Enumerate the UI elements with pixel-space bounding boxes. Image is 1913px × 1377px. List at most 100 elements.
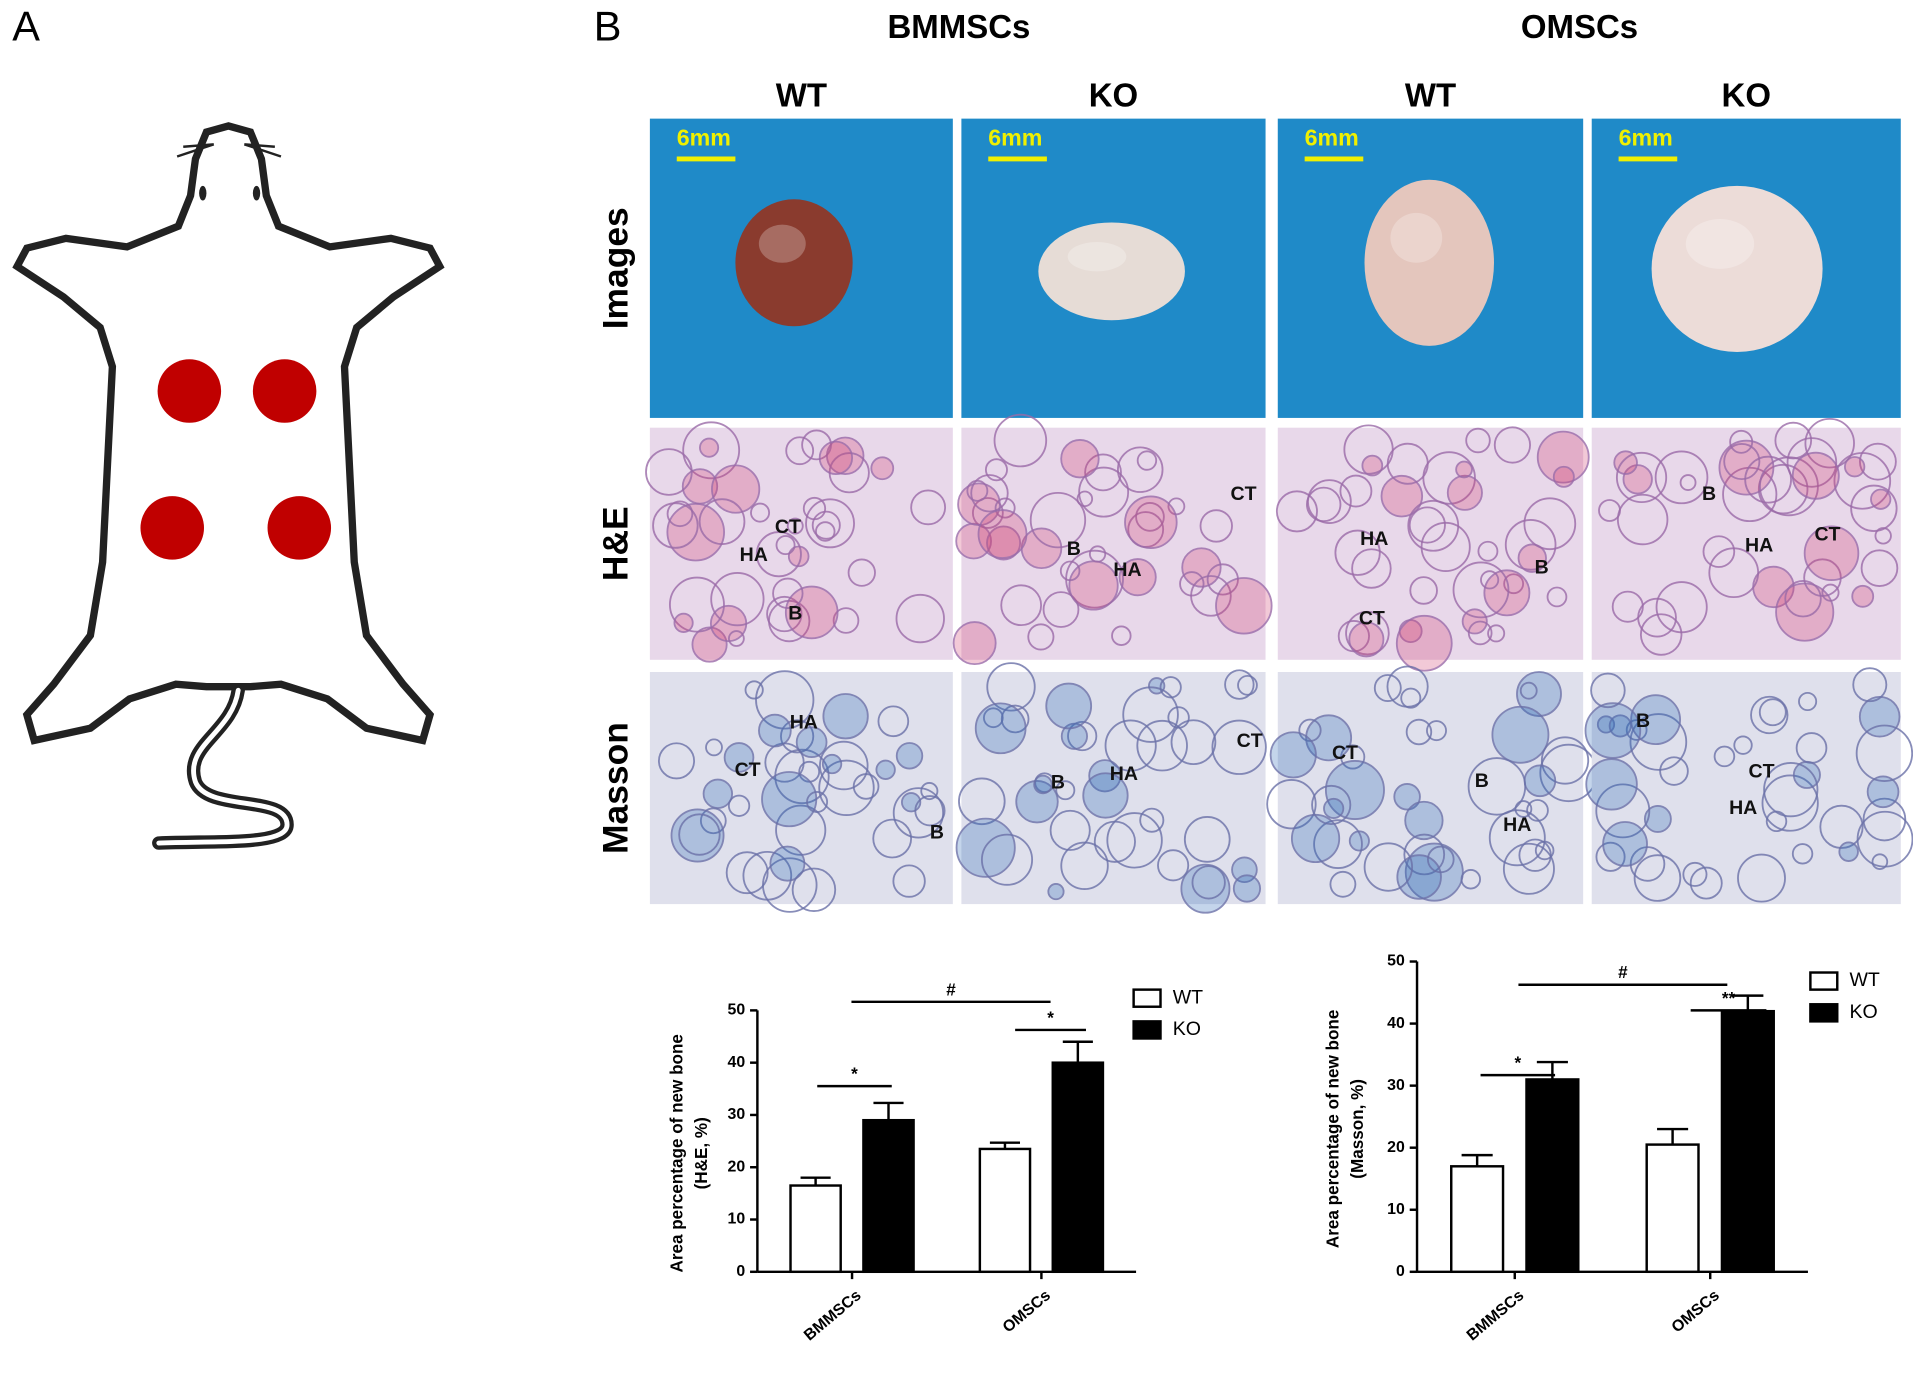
tissue: [1380, 474, 1424, 518]
y-axis-label: Area percentage of new bone: [667, 1034, 686, 1272]
tissue: [1519, 681, 1538, 700]
tissue: [1305, 486, 1342, 523]
tissue: [1870, 488, 1892, 510]
tissue: [772, 577, 804, 610]
tissue-label: B: [788, 603, 802, 625]
tissue-label: B: [930, 821, 944, 843]
tissue: [872, 818, 913, 859]
tissue: [1775, 582, 1835, 642]
bar: [789, 1184, 842, 1274]
tissue: [1523, 764, 1557, 798]
tissue: [1363, 842, 1414, 892]
tissue: [1055, 780, 1076, 801]
tissue: [1033, 774, 1053, 795]
tissue: [1729, 429, 1754, 454]
tissue: [1855, 724, 1913, 782]
tissue: [1722, 466, 1778, 523]
tissue: [1122, 686, 1179, 743]
tissue: [875, 759, 896, 780]
tissue: [802, 496, 827, 521]
y-tick-label: 0: [736, 1263, 745, 1280]
scale-bar-label: 6mm: [677, 125, 731, 151]
tissue: [1737, 853, 1786, 903]
tissue: [682, 421, 741, 480]
legend-label: KO: [1173, 1018, 1201, 1040]
tissue: [1000, 584, 1043, 627]
tissue: [1407, 499, 1460, 552]
tissue: [980, 833, 1034, 886]
tissue: [1324, 760, 1385, 820]
tissue: [1211, 719, 1267, 775]
tissue: [1874, 527, 1892, 545]
tissue-label: B: [1702, 483, 1716, 505]
tissue: [1111, 625, 1132, 646]
y-tick-label: 10: [727, 1211, 745, 1228]
tissue: [699, 807, 727, 835]
tissue: [1313, 819, 1363, 869]
y-tick-label: 20: [727, 1158, 745, 1175]
tissue: [1504, 518, 1557, 571]
tissue: [1517, 543, 1547, 573]
tissue: [1761, 774, 1819, 832]
tissue: [1643, 805, 1672, 833]
tissue: [795, 726, 828, 758]
tissue: [1858, 695, 1901, 738]
tissue: [920, 782, 939, 801]
tissue: [727, 630, 745, 647]
tissue: [815, 521, 836, 542]
tissue: [1191, 865, 1226, 900]
tissue-label: CT: [1332, 742, 1358, 764]
tissue: [1590, 672, 1626, 709]
tissue: [1804, 417, 1855, 469]
y-tick-label: 30: [727, 1106, 745, 1123]
tissue-label: CT: [1231, 483, 1257, 505]
tissue-label: HA: [790, 711, 818, 733]
specimen: [735, 199, 853, 327]
tissue: [710, 571, 765, 627]
row-header: Masson: [595, 722, 635, 854]
legend-label: WT: [1849, 969, 1879, 991]
tissue: [892, 787, 945, 839]
tissue: [1361, 454, 1384, 477]
tissue: [727, 794, 751, 817]
tissue: [1798, 691, 1818, 712]
tissue: [1135, 502, 1165, 532]
tissue: [1487, 624, 1506, 643]
tissue: [775, 804, 827, 856]
tissue: [1179, 571, 1205, 597]
tissue: [1139, 807, 1165, 833]
tissue: [952, 621, 997, 666]
tissue: [775, 535, 796, 556]
tissue: [678, 813, 721, 856]
tissue: [1029, 491, 1087, 549]
tissue: [1329, 870, 1357, 898]
column-header: WT: [776, 77, 827, 114]
tissue: [1615, 451, 1668, 504]
tissue: [1838, 841, 1859, 862]
tissue: [1104, 719, 1157, 772]
tissue: [1871, 853, 1889, 870]
tissue: [984, 458, 1008, 482]
tissue: [1483, 569, 1531, 617]
tissue-label: CT: [1237, 730, 1263, 752]
tissue-label: B: [1535, 556, 1549, 578]
tissue: [1181, 547, 1222, 588]
tissue-label: CT: [735, 759, 761, 781]
tissue: [1078, 466, 1130, 518]
tissue: [1049, 809, 1091, 851]
tissue: [1136, 450, 1158, 471]
tissue: [657, 742, 696, 780]
tissue: [1833, 452, 1892, 510]
group-header: BMMSCs: [888, 8, 1031, 45]
tissue: [877, 705, 910, 738]
micrograph: [1591, 672, 1901, 905]
specimen-highlight: [1067, 242, 1127, 272]
bar: [1525, 1078, 1580, 1274]
tissue: [1630, 694, 1681, 746]
mouse-eye: [199, 185, 207, 201]
specimen: [1038, 222, 1185, 321]
tissue: [1819, 804, 1864, 849]
tissue: [977, 509, 1028, 559]
tissue: [1491, 705, 1550, 764]
